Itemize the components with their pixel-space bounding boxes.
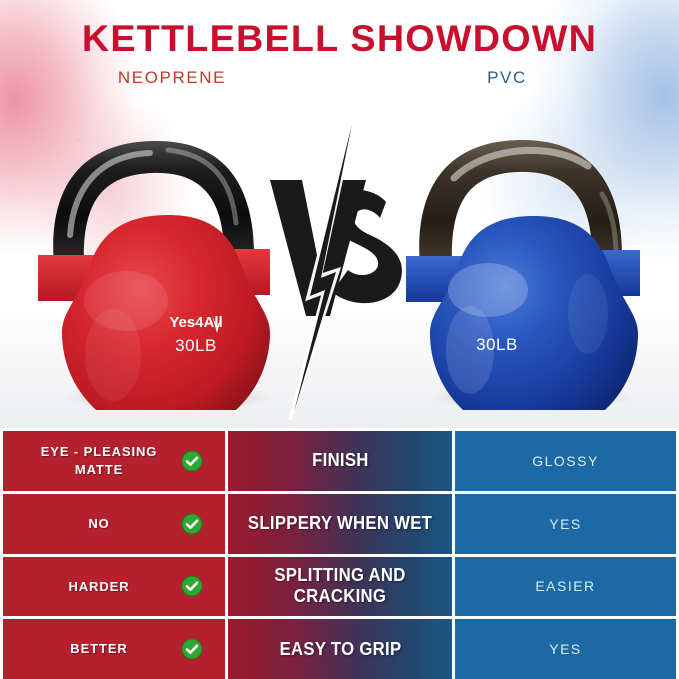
pvc-value-cell: YES — [455, 619, 676, 679]
pvc-value-cell: EASIER — [455, 556, 676, 617]
neoprene-value-text: NO — [88, 515, 110, 531]
neoprene-value-text: BETTER — [70, 641, 128, 657]
check-circle-icon — [177, 638, 207, 660]
check-circle-icon — [177, 513, 207, 535]
neoprene-value-cell: BETTER — [3, 619, 225, 679]
feature-name-cell: FINISH — [228, 431, 452, 491]
table-row: EYE - PLEASING MATTE FINISH GLOSSY — [0, 431, 679, 491]
left-material-label: NEOPRENE — [117, 68, 227, 87]
feature-name-text: FINISH — [311, 450, 369, 471]
hero-section: Yes4All 30LB — [0, 0, 679, 428]
neoprene-value-text: HARDER — [68, 578, 130, 594]
right-material-label: PVC — [487, 68, 527, 87]
feature-name-cell: EASY TO GRIP — [228, 619, 452, 679]
neoprene-value-cell: NO — [3, 493, 225, 554]
feature-name-text: SPLITTING AND CRACKING — [274, 565, 406, 607]
left-weight-label: 30LB — [175, 336, 217, 355]
neoprene-value-cell: HARDER — [3, 556, 225, 617]
neoprene-value-line1: EYE - PLEASING — [40, 444, 158, 460]
table-row: HARDER SPLITTING AND CRACKING EASIER — [0, 556, 679, 617]
pvc-value-cell: YES — [455, 493, 676, 554]
neoprene-value-cell: EYE - PLEASING MATTE — [3, 431, 225, 491]
neoprene-value-line2: MATTE — [74, 461, 124, 477]
pvc-kettlebell-image: 30LB — [392, 108, 670, 410]
pvc-value-cell: GLOSSY — [455, 431, 676, 491]
neoprene-kettlebell-image: Yes4All 30LB — [18, 105, 298, 410]
feature-name-text: SLIPPERY WHEN WET — [247, 513, 433, 534]
page-title: KETTLEBELL SHOWDOWN — [81, 18, 598, 59]
table-row: NO SLIPPERY WHEN WET YES — [0, 493, 679, 554]
right-weight-label: 30LB — [476, 335, 518, 354]
table-row: BETTER EASY TO GRIP YES — [0, 619, 679, 679]
feature-name-text: EASY TO GRIP — [279, 638, 401, 659]
feature-name-cell: SLIPPERY WHEN WET — [228, 493, 452, 554]
pvc-value-text: GLOSSY — [532, 452, 599, 469]
comparison-table: EYE - PLEASING MATTE FINISH GLOSSY — [0, 428, 679, 679]
check-circle-icon — [177, 575, 207, 597]
pvc-value-text: EASIER — [535, 578, 596, 595]
neoprene-value-text: EYE - PLEASING MATTE — [3, 443, 177, 478]
pvc-value-text: YES — [549, 641, 582, 658]
feature-name-cell: SPLITTING AND CRACKING — [228, 556, 452, 617]
check-circle-icon — [177, 450, 207, 472]
pvc-value-text: YES — [549, 515, 582, 532]
